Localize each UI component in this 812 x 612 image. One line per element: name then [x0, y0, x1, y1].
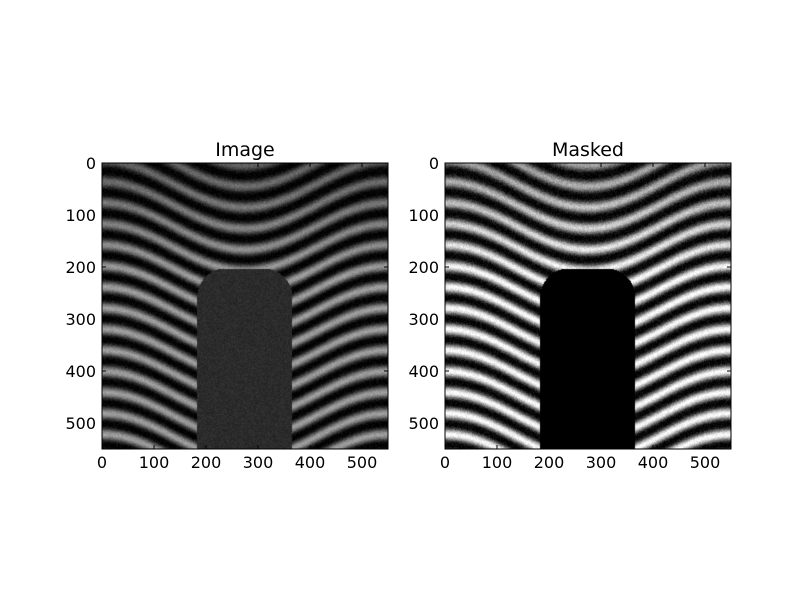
panel-masked: 0 100 200 300 400 500 0 100 200 300 400 500 Masked — [408, 139, 732, 472]
heatmap-image — [445, 163, 731, 449]
x-tick-label: 200 — [534, 453, 565, 472]
x-tick-label: 500 — [690, 453, 721, 472]
y-tick-label: 300 — [65, 310, 96, 329]
x-tick-label: 0 — [97, 453, 107, 472]
y-tick-label: 100 — [408, 206, 439, 225]
x-tick-label: 400 — [295, 453, 326, 472]
y-tick-label: 200 — [408, 258, 439, 277]
x-tick-label: 300 — [243, 453, 274, 472]
heatmap-image — [102, 163, 388, 449]
y-tick-label: 400 — [65, 362, 96, 381]
panel-image: 0 100 200 300 400 500 0 100 200 300 400 500 Image — [65, 139, 389, 472]
y-tick-label: 0 — [429, 154, 439, 173]
y-tick-label: 400 — [408, 362, 439, 381]
y-tick-label: 100 — [65, 206, 96, 225]
axes-frame — [444, 162, 732, 450]
x-tick-label: 100 — [139, 453, 170, 472]
y-tick-label: 500 — [65, 414, 96, 433]
x-tick-label: 100 — [482, 453, 513, 472]
x-tick-label: 200 — [191, 453, 222, 472]
x-tick-label: 400 — [638, 453, 669, 472]
axes-frame — [101, 162, 389, 450]
y-tick-label: 200 — [65, 258, 96, 277]
x-tick-label: 0 — [440, 453, 450, 472]
y-tick-label: 500 — [408, 414, 439, 433]
x-tick-label: 300 — [586, 453, 617, 472]
chart-title: Image — [215, 139, 275, 161]
chart-title: Masked — [552, 139, 624, 161]
x-tick-label: 500 — [347, 453, 378, 472]
y-tick-label: 300 — [408, 310, 439, 329]
y-tick-label: 0 — [86, 154, 96, 173]
